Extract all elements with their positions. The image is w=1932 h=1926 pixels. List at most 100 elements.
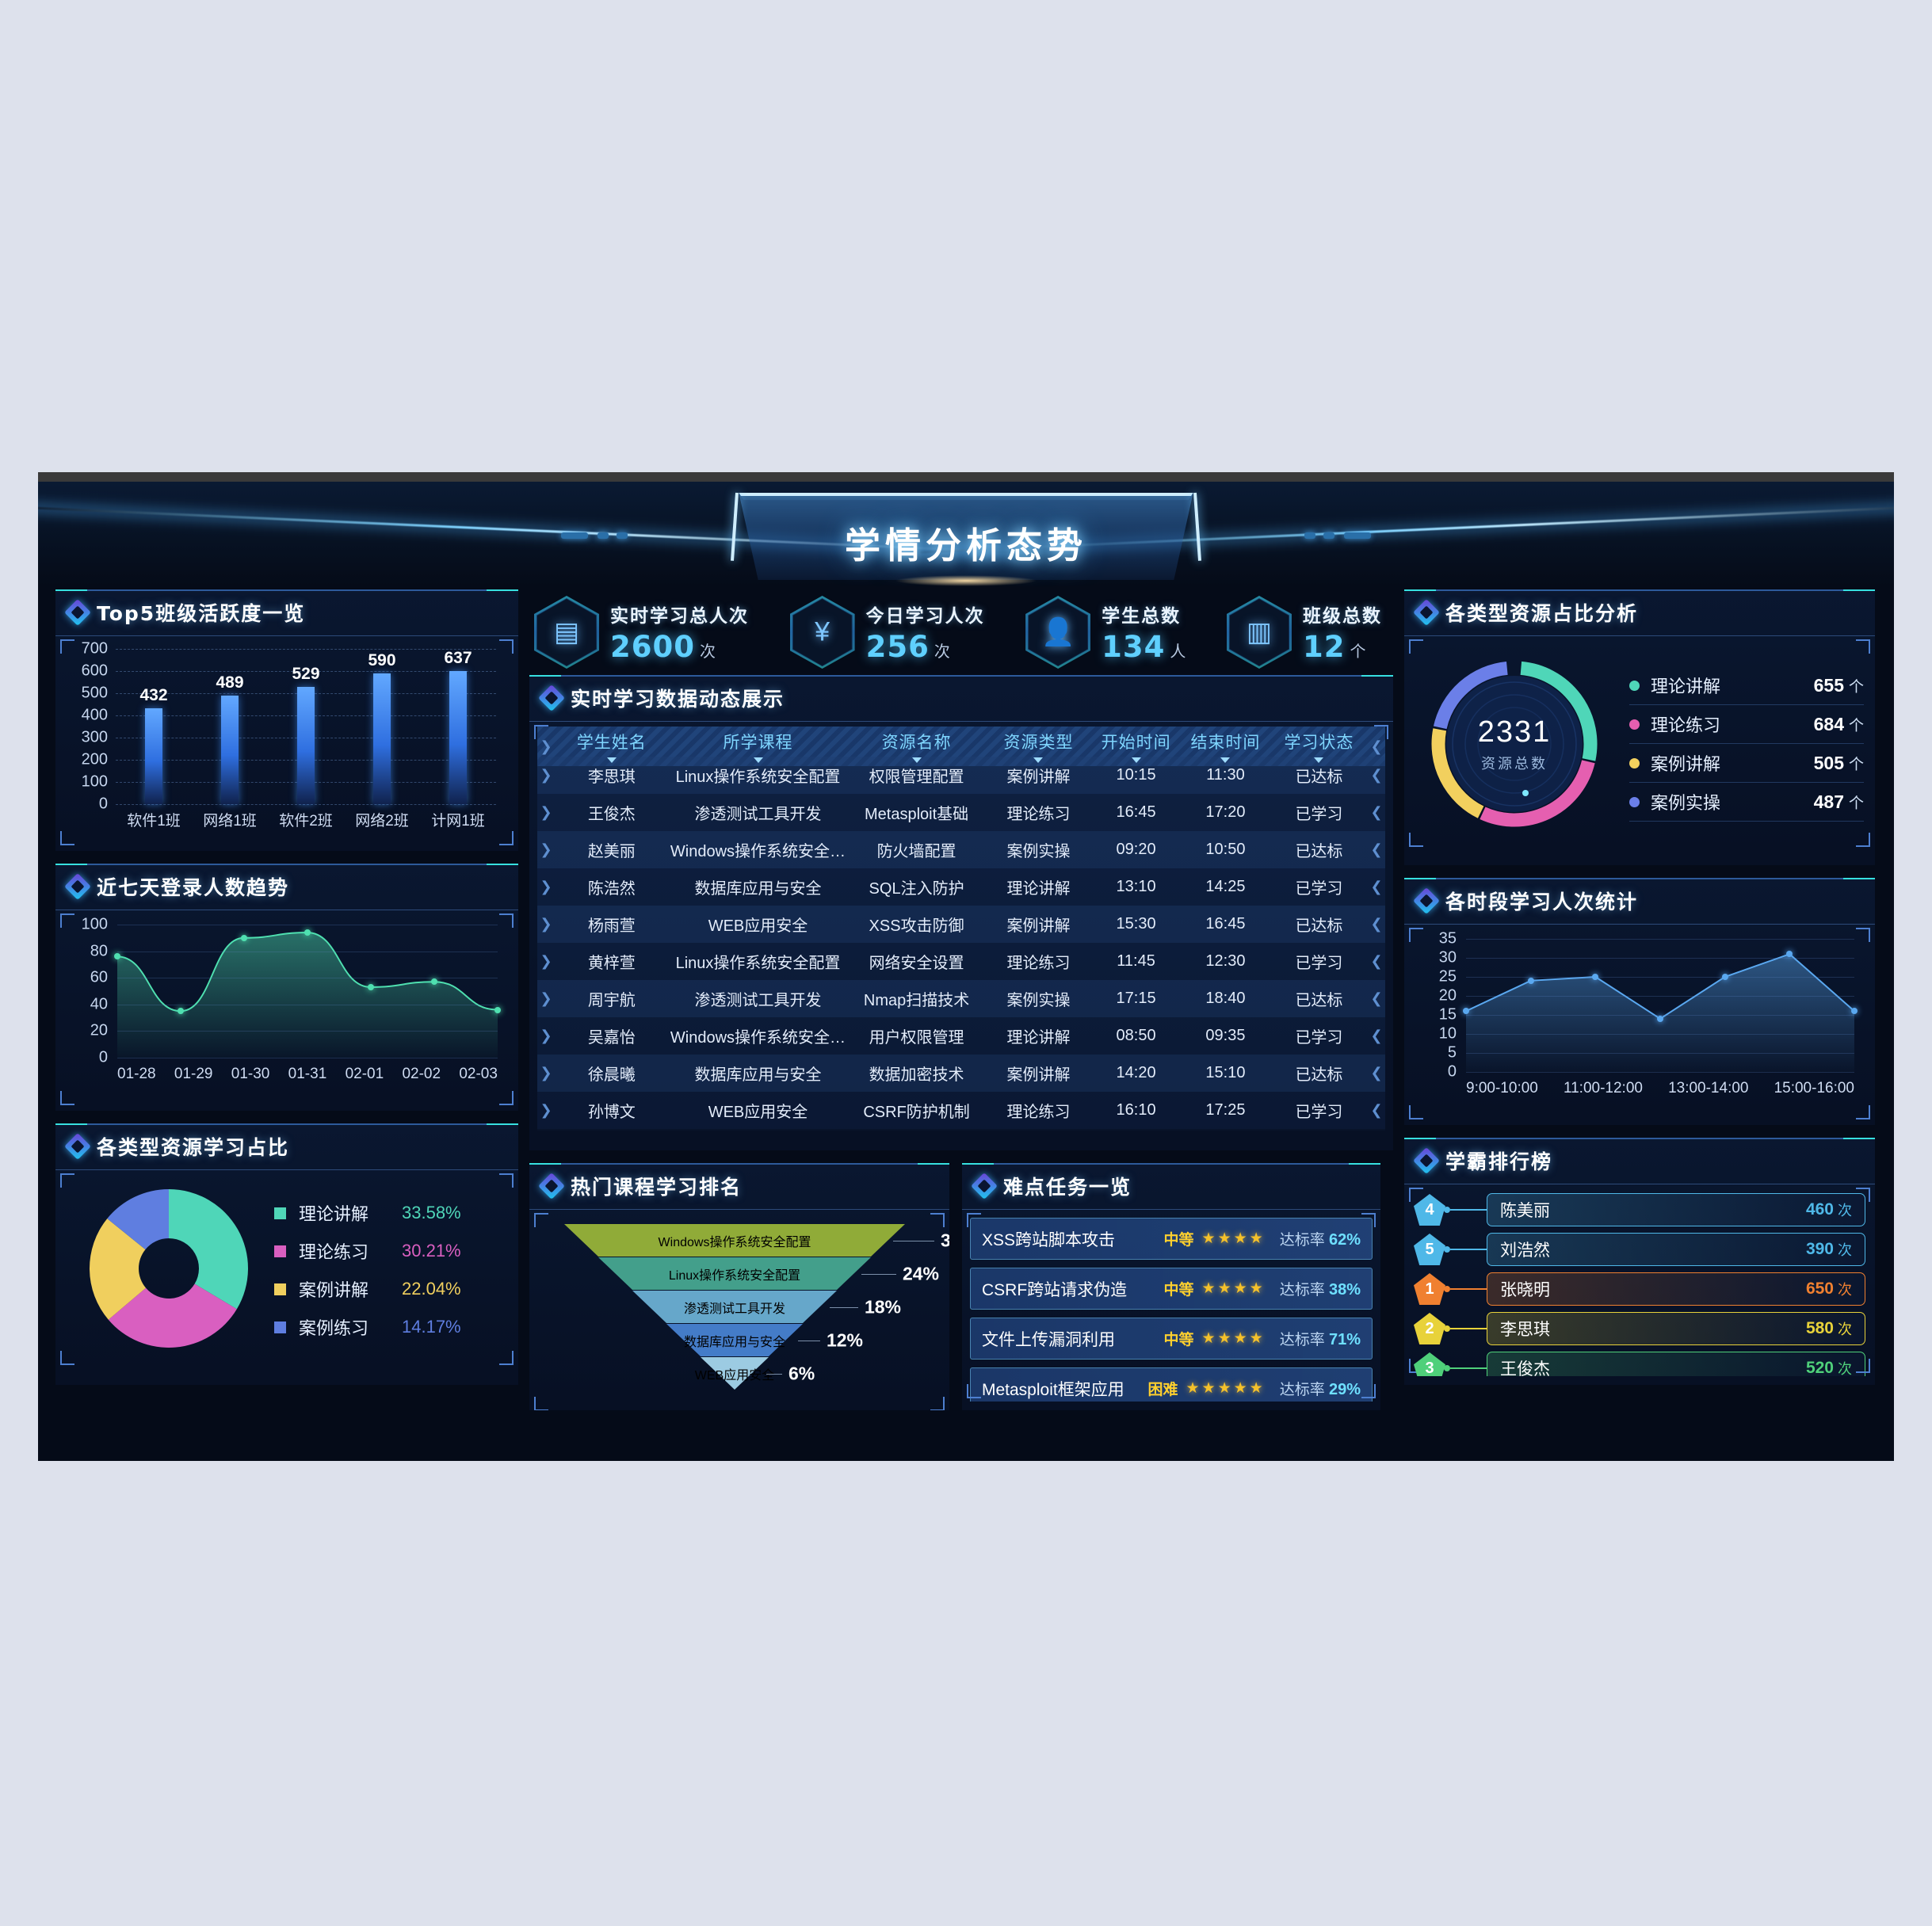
table-row[interactable]: ❯ 吴嘉怡 Windows操作系统安全… 用户权限管理 理论讲解 08:50 0… — [537, 1017, 1385, 1055]
cell-start: 16:45 — [1116, 803, 1156, 821]
rank-unit: 次 — [1838, 1282, 1852, 1298]
table-row[interactable]: ❯ 徐晨曦 数据库应用与安全 数据加密技术 案例讲解 14:20 15:10 已… — [537, 1055, 1385, 1092]
legend-dot — [1629, 680, 1640, 691]
table-column-header[interactable]: 资源名称 — [847, 730, 985, 763]
data-point — [1463, 1008, 1469, 1015]
task-star-rating: ★★★★ — [1201, 1280, 1266, 1297]
rank-value: 460 — [1805, 1200, 1834, 1219]
table-column-header[interactable]: 学生姓名 — [555, 730, 669, 763]
data-point — [431, 978, 437, 986]
hard-task-item[interactable]: XSS跨站脚本攻击 中等 ★★★★ 达标率 62% — [970, 1218, 1373, 1260]
task-star-rating: ★★★★★ — [1186, 1380, 1266, 1397]
funnel-seg-svg — [666, 1324, 803, 1356]
table-row[interactable]: ❯ 陈浩然 数据库应用与安全 SQL注入防护 理论讲解 13:10 14:25 … — [537, 868, 1385, 906]
record-check-icon: ▤ — [534, 596, 599, 669]
row-marker-right-icon: ❮ — [1370, 1065, 1383, 1081]
legend-value: 505 — [1813, 752, 1844, 773]
y-tick: 0 — [98, 795, 108, 813]
cell-resource: CSRF防护机制 — [863, 1104, 970, 1121]
kpi-value: 12 — [1302, 630, 1346, 664]
rank-unit: 次 — [1838, 1203, 1852, 1219]
x-tick: 01-31 — [288, 1066, 327, 1082]
y-tick: 0 — [1447, 1062, 1457, 1081]
rank-bar: 李思琪 580 次 — [1487, 1312, 1865, 1345]
plot-area — [114, 925, 501, 1058]
pie-legend-item: 理论练习 30.21% — [274, 1232, 507, 1270]
kpi-label: 实时学习总人次 — [610, 606, 749, 627]
cell-course: WEB应用安全 — [708, 917, 808, 935]
realtime-table[interactable]: ❯ 学生姓名 所学课程 资源名称 资源类型 开始时间 结束时间 学习状态 ❮ ❯ 李思琪 Lin… — [537, 727, 1385, 1131]
hard-task-list[interactable]: XSS跨站脚本攻击 中等 ★★★★ 达标率 62% CSRF跨站请求伪造 中等 … — [970, 1216, 1373, 1402]
hard-task-item[interactable]: CSRF跨站请求伪造 中等 ★★★★ 达标率 38% — [970, 1268, 1373, 1310]
table-row[interactable]: ❯ 赵美丽 Windows操作系统安全… 防火墙配置 案例实操 09:20 10… — [537, 831, 1385, 868]
funnel-label: 数据库应用与安全 — [683, 1335, 785, 1349]
kpi-value-row: 12 个 — [1303, 630, 1382, 664]
table-row[interactable]: ❯ 周宇航 渗透测试工具开发 Nmap扫描技术 案例实操 17:15 18:40… — [537, 980, 1385, 1017]
ranking-row[interactable]: ♛ 2 李思琪 580 次 — [1414, 1311, 1865, 1346]
donut-segment — [1431, 728, 1484, 818]
y-tick: 10 — [1438, 1024, 1457, 1043]
student-ranking-list[interactable]: 4 陈美丽 460 次 5 刘浩然 390 次 ♛ 1 — [1414, 1191, 1865, 1376]
table-row[interactable]: ❯ 孙博文 WEB应用安全 CSRF防护机制 理论练习 16:10 17:25 … — [537, 1092, 1385, 1129]
panel-header: 近七天登录人数趋势 — [55, 864, 518, 910]
y-tick: 80 — [90, 942, 108, 960]
crown-icon: ♛ — [1414, 1268, 1422, 1281]
donut-legend-item: 理论讲解 655 个 — [1629, 666, 1864, 705]
cell-status: 已学习 — [1295, 1029, 1343, 1047]
table-column-header[interactable]: 学习状态 — [1270, 730, 1368, 763]
task-name: 文件上传漏洞利用 — [982, 1330, 1115, 1349]
y-tick: 20 — [90, 1021, 108, 1039]
panel-period-stats: 各时段学习人次统计 35 30 25 20 15 10 5 0 9:00-10:00 11:00… — [1404, 878, 1875, 1125]
cell-end: 12:30 — [1205, 952, 1246, 970]
scroll-left-icon[interactable]: ❯ — [540, 738, 552, 754]
scroll-right-icon[interactable]: ❮ — [1370, 738, 1383, 754]
ranking-row[interactable]: ♛ 1 张晓明 650 次 — [1414, 1272, 1865, 1306]
donut-segment — [1520, 661, 1598, 761]
pie-slice — [108, 1283, 237, 1348]
table-column-header[interactable]: 结束时间 — [1181, 730, 1270, 763]
pie-slice — [107, 1188, 169, 1249]
rank-value: 650 — [1805, 1280, 1834, 1298]
y-tick: 700 — [81, 639, 108, 658]
donut-center: 2331 资源总数 — [1415, 649, 1613, 839]
table-row[interactable]: ❯ 黄梓萱 Linux操作系统安全配置 网络安全设置 理论练习 11:45 12… — [537, 943, 1385, 980]
row-marker-right-icon: ❮ — [1370, 1102, 1383, 1118]
x-tick: 01-30 — [231, 1066, 270, 1082]
cell-start: 09:20 — [1116, 841, 1156, 858]
ranking-row[interactable]: 5 刘浩然 390 次 — [1414, 1232, 1865, 1267]
donut-legend-item: 案例讲解 505 个 — [1629, 744, 1864, 783]
table-column-header[interactable]: 资源类型 — [986, 730, 1091, 763]
rank-badge: 5 — [1414, 1234, 1445, 1265]
cell-type: 案例实操 — [1006, 992, 1071, 1009]
funnel-value: 18% — [864, 1296, 902, 1318]
header-dash-6 — [1344, 532, 1371, 539]
table-row[interactable]: ❯ 杨雨萱 WEB应用安全 XSS攻击防御 案例讲解 15:30 16:45 已… — [537, 906, 1385, 943]
ranking-row[interactable]: 4 陈美丽 460 次 — [1414, 1192, 1865, 1227]
table-body[interactable]: ❯ 李思琪 Linux操作系统安全配置 权限管理配置 案例讲解 10:15 11… — [537, 757, 1385, 1129]
funnel-label: Windows操作系统安全配置 — [658, 1235, 811, 1249]
ranking-row[interactable]: ♛ 3 王俊杰 520 次 — [1414, 1351, 1865, 1376]
legend-label: 理论练习 — [1651, 715, 1721, 735]
crown-icon: ♛ — [1414, 1307, 1422, 1321]
cell-end: 17:25 — [1205, 1101, 1246, 1119]
table-column-header[interactable]: 开始时间 — [1091, 730, 1181, 763]
x-tick: 15:00-16:00 — [1774, 1080, 1854, 1096]
legend-value: 33.58% — [402, 1203, 461, 1222]
rank-connector — [1444, 1365, 1487, 1371]
hard-task-item[interactable]: 文件上传漏洞利用 中等 ★★★★ 达标率 71% — [970, 1318, 1373, 1360]
diamond-icon — [538, 1173, 565, 1199]
bar-x-axis: 软件1班 网络1班 软件2班 网络2班 计网1班 — [116, 809, 496, 830]
table-row[interactable]: ❯ 王俊杰 渗透测试工具开发 Metasploit基础 理论练习 16:45 1… — [537, 794, 1385, 831]
donut-center-value: 2331 — [1477, 715, 1552, 749]
rank-connector — [1444, 1246, 1487, 1253]
panel-body: XSS跨站脚本攻击 中等 ★★★★ 达标率 62% CSRF跨站请求伪造 中等 … — [962, 1210, 1380, 1402]
table-column-header[interactable]: 所学课程 — [669, 730, 848, 763]
cell-type: 理论讲解 — [1006, 880, 1071, 898]
panel-header: 各类型资源占比分析 — [1404, 589, 1875, 636]
panel-title: 热门课程学习排名 — [571, 1176, 743, 1199]
donut-center-label: 资源总数 — [1481, 755, 1548, 772]
kpi-label: 班级总数 — [1302, 606, 1382, 627]
row-marker-left-icon: ❯ — [540, 916, 552, 932]
hard-task-item[interactable]: Metasploit框架应用 困难 ★★★★★ 达标率 29% — [970, 1367, 1373, 1402]
cell-start: 15:30 — [1116, 915, 1156, 932]
